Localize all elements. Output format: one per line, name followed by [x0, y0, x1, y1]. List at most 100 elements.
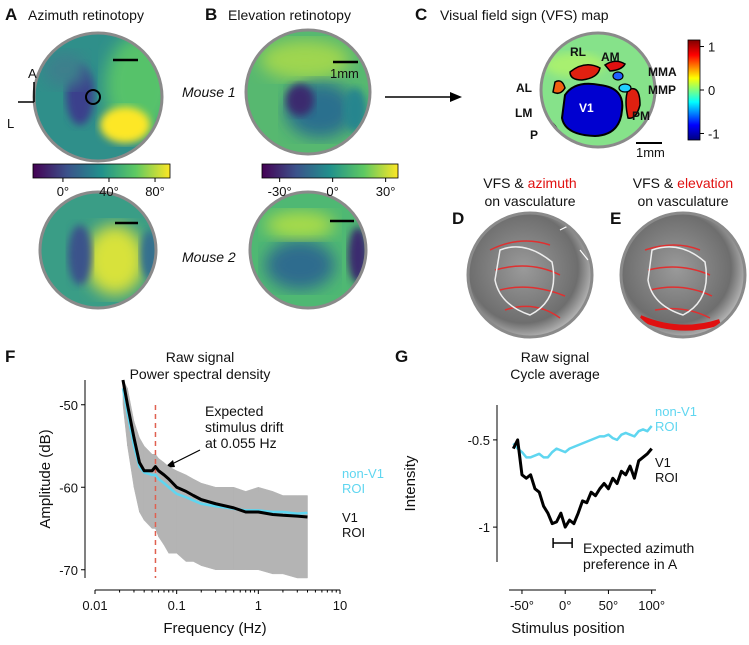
text-line: ROI — [655, 470, 678, 485]
text-line: V1 — [342, 510, 358, 525]
panel-letter: G — [395, 347, 408, 366]
image-shape — [85, 225, 145, 295]
arrow-head — [450, 92, 462, 102]
image-shape — [100, 107, 150, 143]
series-label: V1 ROI — [342, 510, 365, 540]
x-tick-label: 1 — [255, 598, 262, 613]
image-shape — [468, 213, 592, 337]
panel-title: VFS & azimuth — [483, 175, 576, 191]
map-border — [619, 211, 747, 339]
trial-spread — [282, 495, 298, 579]
panel-subtitle: on vasculature — [484, 193, 575, 209]
chart-title: Raw signal — [521, 349, 589, 365]
azimuth-map — [40, 192, 156, 308]
area-label: P — [530, 128, 538, 142]
area-label: PM — [632, 109, 650, 123]
colorbar-tick-label: 0° — [326, 184, 338, 199]
x-tick-label: 0.01 — [82, 598, 107, 613]
series-label: non-V1 ROI — [655, 404, 697, 434]
trial-spread — [185, 474, 194, 562]
colorbar-tick-label: 80° — [145, 184, 165, 199]
scale-label: 1mm — [636, 145, 665, 160]
image-shape — [569, 64, 601, 81]
area-label: LM — [515, 106, 532, 120]
image-shape — [43, 52, 87, 88]
image-shape — [560, 82, 624, 138]
y-tick-label: -60 — [59, 480, 78, 495]
trial-spread — [176, 470, 187, 563]
series-line — [512, 425, 653, 459]
image-shape — [647, 246, 708, 316]
annotation: Expected — [205, 403, 263, 419]
vasculature-overlay — [468, 213, 592, 337]
colorbar-tick-label: 0 — [708, 83, 715, 98]
area-label: RL — [570, 45, 586, 59]
y-tick-label: -1 — [478, 520, 490, 535]
image-shape — [612, 71, 624, 81]
trial-spread — [272, 491, 284, 575]
y-axis-label: Intensity — [402, 455, 419, 511]
title-highlight: elevation — [677, 175, 733, 191]
orientation-label: L — [7, 116, 14, 131]
chart-title: Cycle average — [510, 366, 600, 382]
image-shape — [494, 246, 555, 316]
panel-letter: D — [452, 209, 464, 228]
colorbar — [32, 163, 171, 179]
annotation: stimulus drift — [205, 419, 284, 435]
panel-letter: C — [415, 5, 427, 24]
area-label: MMP — [648, 83, 676, 97]
image-shape — [552, 80, 566, 95]
y-tick-label: -50 — [59, 398, 78, 413]
trial-spread — [139, 436, 145, 522]
map-border — [244, 28, 372, 156]
text-line: ROI — [342, 481, 365, 496]
annotation: at 0.055 Hz — [205, 435, 277, 451]
trial-spread — [201, 482, 216, 571]
image-shape — [68, 225, 92, 285]
text-line: non-V1 — [655, 404, 697, 419]
trial-spread — [258, 486, 273, 575]
image-shape — [489, 240, 566, 319]
x-axis-label: Stimulus position — [511, 620, 624, 637]
image-shape — [638, 315, 721, 331]
roi-circle — [85, 89, 101, 105]
x-tick-label: -50° — [510, 598, 534, 613]
image-shape — [265, 211, 335, 239]
trial-spread — [215, 487, 234, 570]
colorbar-tick-label: -1 — [708, 126, 720, 141]
y-axis-label: Amplitude (dB) — [37, 429, 54, 528]
y-tick-label: -0.5 — [468, 433, 490, 448]
x-tick-label: 50° — [599, 598, 619, 613]
x-axis-label: Frequency (Hz) — [163, 620, 266, 637]
panel-letter: B — [205, 5, 217, 24]
colorbar — [261, 163, 399, 179]
panel-subtitle: on vasculature — [637, 193, 728, 209]
trial-spread — [297, 495, 308, 579]
mouse-label: Mouse 2 — [182, 249, 236, 265]
annotation: preference in A — [583, 556, 678, 572]
text-line: V1 — [655, 455, 671, 470]
x-tick-label: 0.1 — [168, 598, 186, 613]
colorbar-tick-label: 0° — [57, 184, 69, 199]
area-label: MMA — [648, 65, 677, 79]
map-border — [539, 31, 657, 149]
chart-title: Raw signal — [166, 349, 234, 365]
image-shape — [286, 84, 314, 116]
trial-spread — [193, 478, 202, 567]
text-line: ROI — [342, 525, 365, 540]
image-shape — [603, 60, 626, 72]
orientation-label: A — [28, 66, 37, 81]
panel-title: Elevation retinotopy — [228, 7, 351, 23]
image-shape — [343, 88, 367, 132]
vasculature-overlay — [621, 213, 745, 337]
colorbar-tick-label: -30° — [268, 184, 292, 199]
colorbar-tick-label: 30° — [376, 184, 396, 199]
trial-spread — [233, 486, 246, 570]
image-shape — [621, 213, 745, 337]
image-shape — [265, 240, 335, 290]
y-tick-label: -70 — [59, 563, 78, 578]
annotation: Expected azimuth — [583, 540, 694, 556]
title-part: VFS & — [483, 175, 527, 191]
